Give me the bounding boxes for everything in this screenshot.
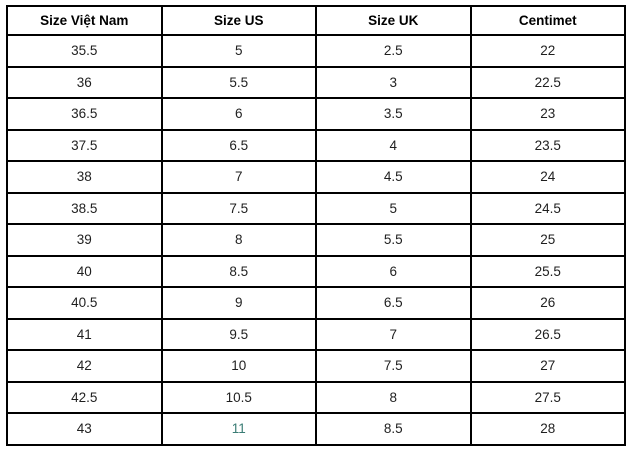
table-cell: 9 — [160, 286, 317, 320]
table-cell: 25 — [469, 223, 626, 257]
table-row: 40 8.5 6 25.5 — [6, 254, 626, 288]
table-cell: 5.5 — [315, 223, 472, 257]
table-row: 35.5 5 2.5 22 — [6, 34, 626, 68]
table-cell: 27.5 — [469, 380, 626, 414]
table-cell: 42 — [6, 349, 163, 383]
table-cell: 7.5 — [315, 349, 472, 383]
table-row: 42.5 10.5 8 27.5 — [6, 380, 626, 414]
table-cell: 36.5 — [6, 97, 163, 131]
table-cell: 9.5 — [160, 317, 317, 351]
table-row: 43 11 8.5 28 — [6, 412, 626, 446]
table-row: 42 10 7.5 27 — [6, 349, 626, 383]
table-cell: 25.5 — [469, 254, 626, 288]
table-cell: 7 — [160, 160, 317, 194]
table-header: Size Việt Nam Size US Size UK Centimet — [6, 5, 626, 36]
column-header-size-vietnam: Size Việt Nam — [6, 5, 163, 36]
table-cell: 22.5 — [469, 65, 626, 99]
table-cell: 23.5 — [469, 128, 626, 162]
table-cell: 27 — [469, 349, 626, 383]
table-row: 36 5.5 3 22.5 — [6, 65, 626, 99]
table-cell: 38 — [6, 160, 163, 194]
table-cell: 7 — [315, 317, 472, 351]
table-cell: 3.5 — [315, 97, 472, 131]
table-cell: 11 — [160, 412, 317, 446]
table-cell: 28 — [469, 412, 626, 446]
table-cell: 2.5 — [315, 34, 472, 68]
table-cell: 8 — [160, 223, 317, 257]
table-cell: 7.5 — [160, 191, 317, 225]
table-cell: 5.5 — [160, 65, 317, 99]
table-cell: 35.5 — [6, 34, 163, 68]
table-cell: 8 — [315, 380, 472, 414]
table-cell: 36 — [6, 65, 163, 99]
table-cell: 5 — [160, 34, 317, 68]
table-cell: 8.5 — [160, 254, 317, 288]
table-cell: 22 — [469, 34, 626, 68]
table-row: 38 7 4.5 24 — [6, 160, 626, 194]
table-cell: 23 — [469, 97, 626, 131]
table-cell: 4.5 — [315, 160, 472, 194]
table-row: 40.5 9 6.5 26 — [6, 286, 626, 320]
table-cell: 10 — [160, 349, 317, 383]
table-cell: 6 — [160, 97, 317, 131]
table-cell: 10.5 — [160, 380, 317, 414]
table-cell: 6.5 — [160, 128, 317, 162]
table-cell: 40.5 — [6, 286, 163, 320]
table-row: 41 9.5 7 26.5 — [6, 317, 626, 351]
table-cell: 37.5 — [6, 128, 163, 162]
table-cell: 40 — [6, 254, 163, 288]
column-header-size-uk: Size UK — [315, 5, 472, 36]
table-cell: 3 — [315, 65, 472, 99]
table-cell: 39 — [6, 223, 163, 257]
table-cell: 26 — [469, 286, 626, 320]
table-cell: 8.5 — [315, 412, 472, 446]
table-row: 37.5 6.5 4 23.5 — [6, 128, 626, 162]
column-header-centimet: Centimet — [469, 5, 626, 36]
column-header-size-us: Size US — [160, 5, 317, 36]
table-body: 35.5 5 2.5 22 36 5.5 3 22.5 36.5 6 3.5 23 37.5 6.5 4 23… — [6, 34, 626, 446]
size-conversion-table: Size Việt Nam Size US Size UK Centimet 3… — [6, 5, 626, 446]
table-cell: 26.5 — [469, 317, 626, 351]
table-cell: 5 — [315, 191, 472, 225]
table-cell: 4 — [315, 128, 472, 162]
table-cell: 38.5 — [6, 191, 163, 225]
table-cell: 24.5 — [469, 191, 626, 225]
table-cell: 24 — [469, 160, 626, 194]
table-row: 39 8 5.5 25 — [6, 223, 626, 257]
table-cell: 42.5 — [6, 380, 163, 414]
table-row: 38.5 7.5 5 24.5 — [6, 191, 626, 225]
table-cell: 43 — [6, 412, 163, 446]
table-cell: 6 — [315, 254, 472, 288]
table-row: 36.5 6 3.5 23 — [6, 97, 626, 131]
header-row: Size Việt Nam Size US Size UK Centimet — [6, 5, 626, 36]
table-cell: 6.5 — [315, 286, 472, 320]
table-cell: 41 — [6, 317, 163, 351]
